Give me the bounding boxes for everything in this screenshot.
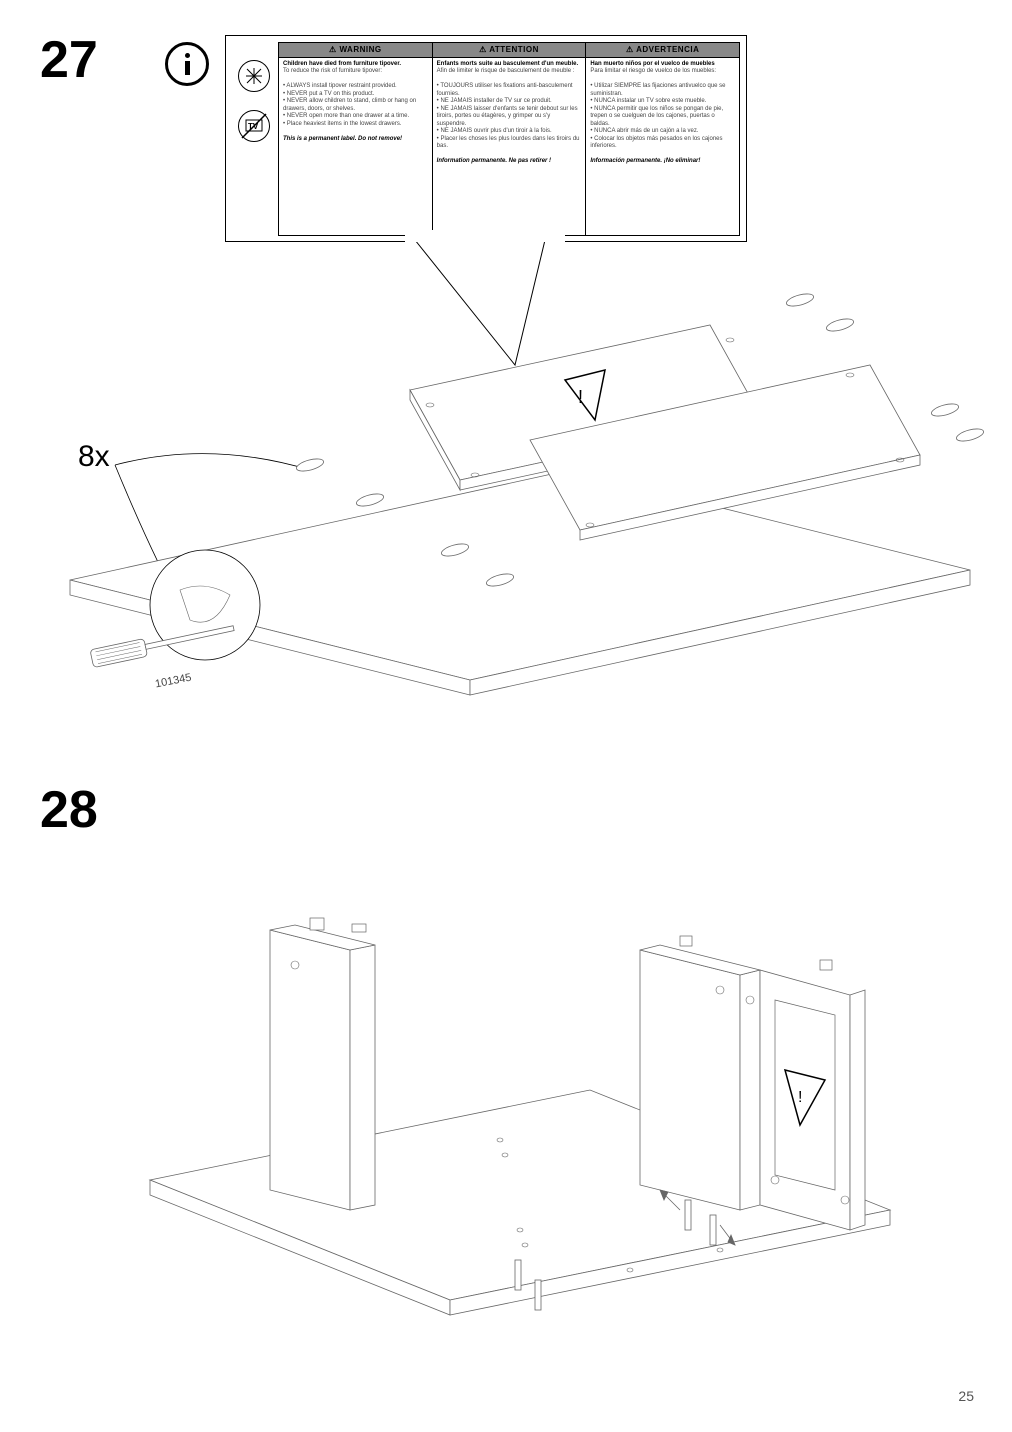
- assembly-step-28: !: [120, 880, 910, 1360]
- svg-text:!: !: [798, 1089, 802, 1106]
- page-number: 25: [958, 1388, 974, 1404]
- info-icon: [165, 42, 209, 86]
- assembly-step-27: !: [30, 270, 990, 710]
- svg-text:!: !: [578, 387, 583, 407]
- step-number-28: 28: [40, 780, 98, 840]
- step-number-27: 27: [40, 30, 98, 90]
